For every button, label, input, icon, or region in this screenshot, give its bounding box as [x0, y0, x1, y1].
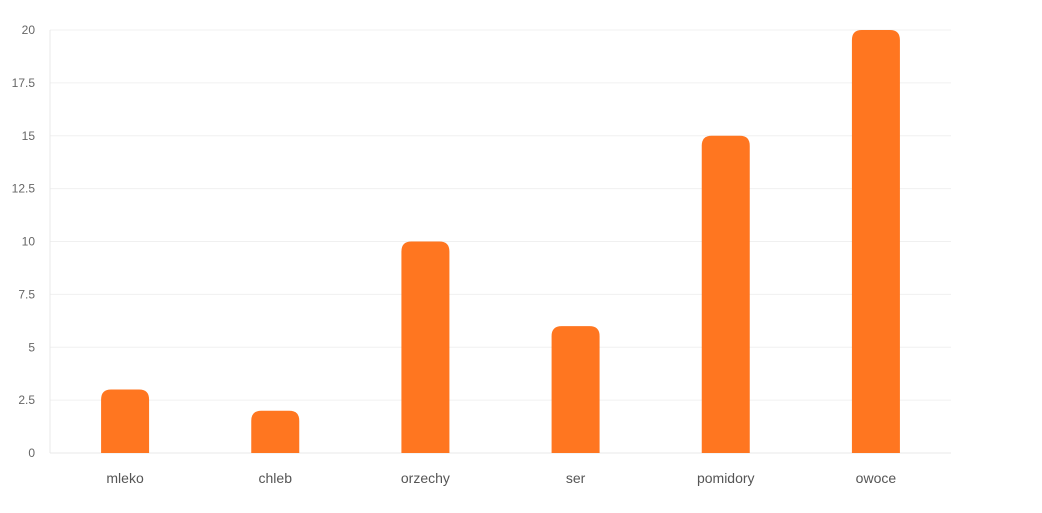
bars-layer — [101, 30, 900, 453]
y-axis-ticks: 0 2.5 5 7.5 10 12.5 15 17.5 20 — [12, 23, 36, 460]
x-tick-label: ser — [566, 470, 586, 486]
x-tick-label: orzechy — [401, 470, 450, 486]
bar-owoce — [851, 30, 900, 453]
y-tick-label: 15 — [22, 129, 36, 143]
bar-mleko — [101, 389, 150, 453]
y-tick-label: 12.5 — [12, 182, 36, 196]
y-tick-label: 20 — [22, 23, 36, 37]
bar-orzechy — [401, 241, 450, 453]
y-tick-label: 17.5 — [12, 76, 36, 90]
x-tick-label: owoce — [856, 470, 897, 486]
x-tick-label: pomidory — [697, 470, 755, 486]
x-tick-label: chleb — [259, 470, 293, 486]
y-tick-label: 10 — [22, 235, 36, 249]
y-tick-label: 7.5 — [18, 287, 35, 301]
grid-layer — [49, 29, 951, 454]
y-tick-label: 5 — [28, 340, 35, 354]
bar-ser — [551, 326, 600, 453]
x-tick-label: mleko — [106, 470, 144, 486]
y-tick-label: 0 — [28, 446, 35, 460]
x-axis-ticks: mleko chleb orzechy ser pomidory owoce — [106, 470, 896, 486]
bar-chleb — [251, 410, 300, 453]
bar-pomidory — [701, 135, 750, 453]
y-tick-label: 2.5 — [18, 393, 35, 407]
